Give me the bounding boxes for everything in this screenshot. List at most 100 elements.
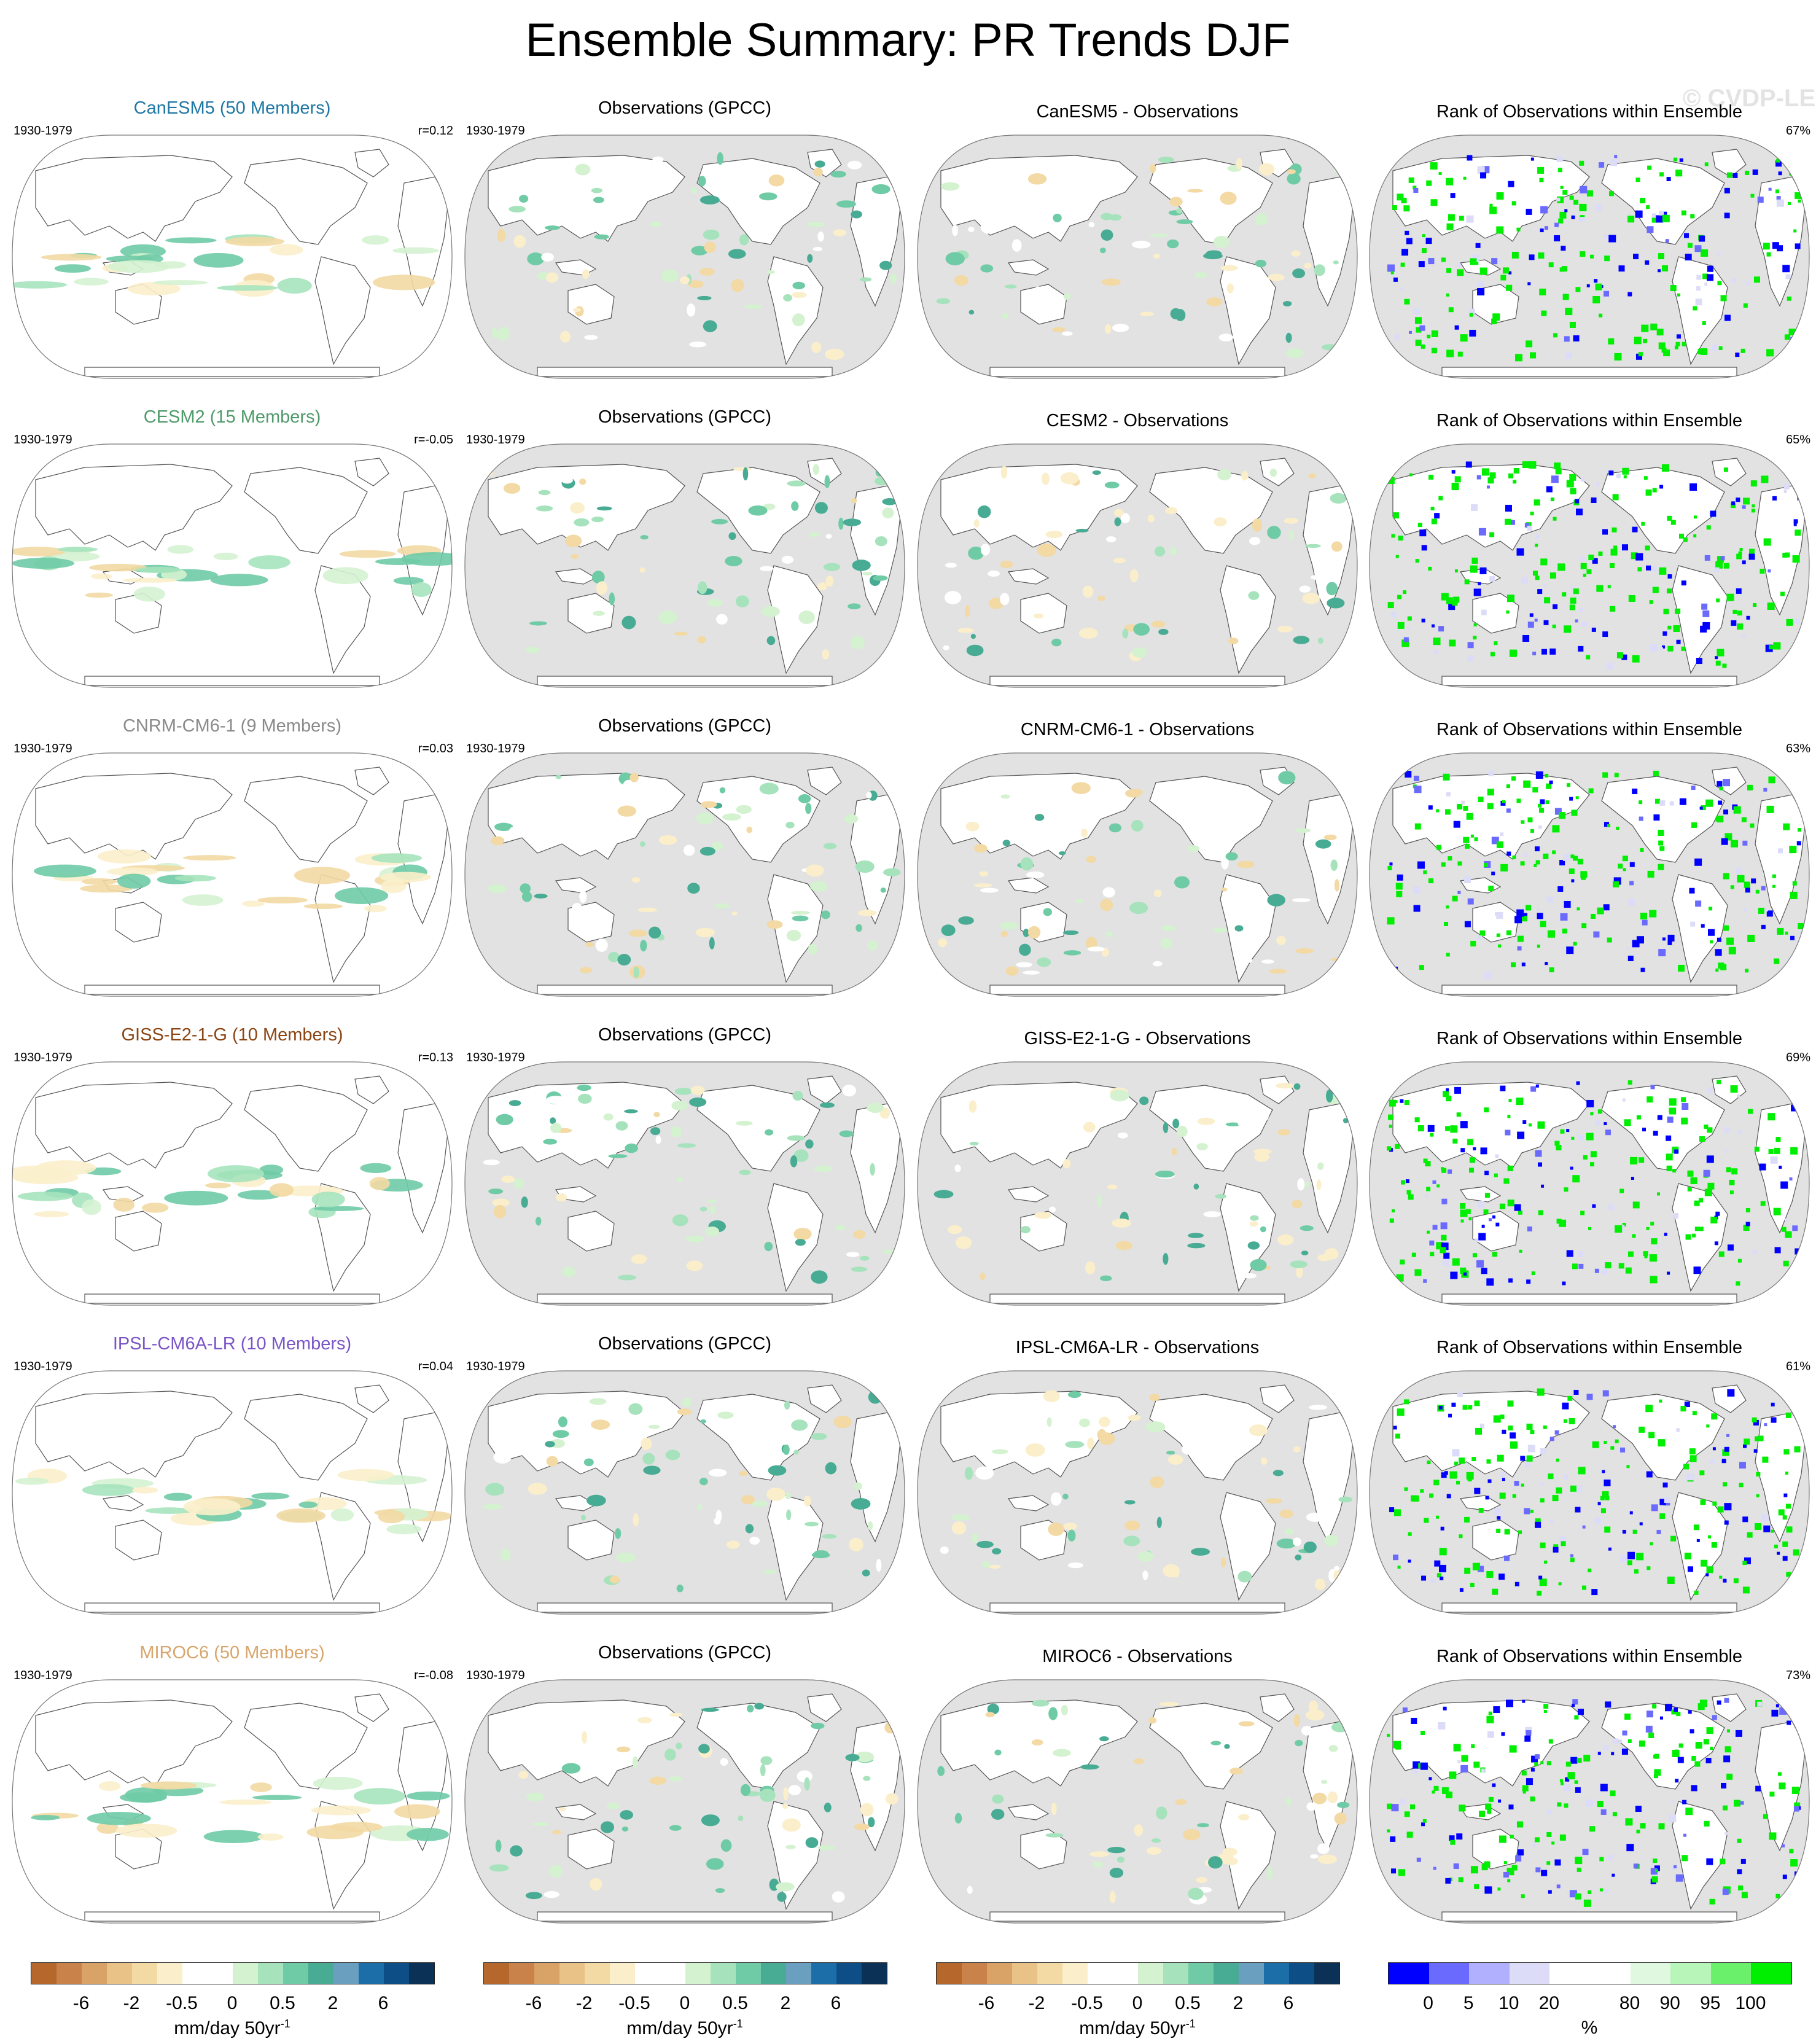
- trend-patch: [851, 1498, 871, 1510]
- colorbar-segment: [1289, 1963, 1314, 1984]
- rank-cell: [1766, 910, 1773, 917]
- trend-patch: [790, 1155, 798, 1168]
- trend-patch: [1306, 544, 1321, 548]
- rank-cell: [1413, 905, 1420, 912]
- rank-cell: [1614, 353, 1622, 361]
- rank-cell: [1737, 610, 1742, 616]
- trend-patch: [682, 1397, 692, 1407]
- trend-patch: [980, 220, 996, 234]
- trend-patch: [1152, 961, 1163, 967]
- rank-cell: [1473, 636, 1477, 640]
- trend-patch: [868, 1817, 875, 1828]
- land-outline: [696, 776, 820, 863]
- rank-cell: [1648, 1732, 1654, 1738]
- land-outline: [537, 676, 833, 686]
- rank-cell: [1556, 197, 1561, 201]
- trend-patch: [728, 249, 746, 259]
- rank-cell: [1570, 1558, 1575, 1562]
- trend-patch: [862, 1569, 870, 1577]
- trend-patch: [1217, 469, 1231, 481]
- trend-patch: [700, 1419, 706, 1424]
- trend-patch: [688, 280, 704, 288]
- trend-patch: [817, 231, 824, 242]
- rank-cell: [1694, 1227, 1699, 1231]
- trend-patch: [811, 341, 822, 353]
- trend-patch: [1087, 1437, 1094, 1449]
- trend-patch: [720, 1758, 728, 1766]
- map-border: [464, 1061, 905, 1306]
- colorbar-tick-label: 6: [1283, 1993, 1294, 2013]
- rank-cell: [1457, 269, 1464, 276]
- rank-cell: [1552, 850, 1556, 854]
- rank-cell: [1580, 185, 1588, 193]
- trend-patch: [57, 547, 98, 552]
- trend-patch: [761, 606, 780, 617]
- colorbar-tick-label: -2: [123, 1993, 140, 2013]
- rank-cell: [1404, 1399, 1409, 1405]
- rank-cell: [1626, 947, 1630, 951]
- obs-panel-title: Observations (GPCC): [598, 716, 771, 736]
- trend-patch: [133, 587, 166, 602]
- rank-cell: [1580, 251, 1586, 257]
- rank-cell: [1761, 924, 1766, 929]
- trend-patch: [1176, 219, 1193, 224]
- rank-cell: [1653, 1859, 1658, 1863]
- rank-cell: [1420, 1489, 1424, 1493]
- rank-cell: [1551, 475, 1559, 483]
- rank-cell: [1387, 1733, 1390, 1737]
- colorbar-segment: [1088, 1963, 1113, 1984]
- trend-patch: [786, 1509, 792, 1521]
- rank-cell: [1430, 1252, 1435, 1257]
- rank-cell: [1597, 1109, 1602, 1114]
- rank-cell: [1737, 1869, 1742, 1874]
- trend-patch: [642, 1453, 655, 1465]
- rank-cell: [1540, 558, 1548, 566]
- rank-cell: [1643, 338, 1648, 343]
- trend-patch: [1155, 1170, 1175, 1178]
- rank-cell: [1511, 251, 1519, 259]
- trend-patch: [689, 1097, 707, 1107]
- trend-patch: [965, 821, 980, 832]
- rank-cell: [1502, 1478, 1505, 1481]
- rank-cell: [1771, 1709, 1779, 1717]
- trend-patch: [1093, 1861, 1103, 1868]
- rank-cell: [1724, 1520, 1729, 1525]
- model-map-4: [12, 1061, 453, 1306]
- trend-patch: [1330, 859, 1338, 872]
- rank-cell: [1401, 1180, 1406, 1185]
- rank-cell: [1755, 1436, 1760, 1441]
- colorbar-tick-label: -0.5: [166, 1993, 198, 2013]
- rank-cell: [1466, 813, 1473, 820]
- trend-patch: [85, 592, 113, 598]
- rank-cell: [1645, 1725, 1653, 1733]
- colorbar-strip: [483, 1962, 887, 1984]
- rank-cell: [1789, 168, 1797, 176]
- period-label: 1930-1979: [14, 433, 72, 447]
- rank-cell: [1516, 227, 1521, 232]
- trend-patch: [1174, 876, 1190, 889]
- rank-cell: [1763, 787, 1767, 792]
- trend-patch: [483, 1159, 500, 1166]
- rank-cell: [1472, 1562, 1480, 1570]
- rank-cell: [1777, 1551, 1780, 1555]
- rank-cell: [1634, 337, 1642, 345]
- trend-patch: [529, 621, 547, 626]
- land-outline: [1601, 776, 1725, 863]
- rank-cell: [1387, 602, 1394, 609]
- rank-cell: [1763, 1525, 1771, 1532]
- rank-cell: [1497, 1887, 1501, 1891]
- rank-cell: [1582, 1849, 1589, 1855]
- rank-cell: [1534, 618, 1538, 622]
- rank-cell: [1669, 1098, 1677, 1106]
- rank-cell: [1783, 823, 1790, 830]
- rank-cell: [1667, 1576, 1675, 1584]
- pattern-correlation: r=-0.05: [414, 433, 453, 447]
- rank-cell: [1726, 1167, 1731, 1172]
- colorbar-segment: [1188, 1963, 1214, 1984]
- trend-patch: [889, 273, 897, 284]
- rank-cell: [1397, 1408, 1405, 1416]
- rank-cell: [1554, 1430, 1559, 1435]
- rank-cell: [1591, 913, 1596, 919]
- rank-cell: [1583, 574, 1586, 577]
- rank-cell: [1787, 1720, 1791, 1725]
